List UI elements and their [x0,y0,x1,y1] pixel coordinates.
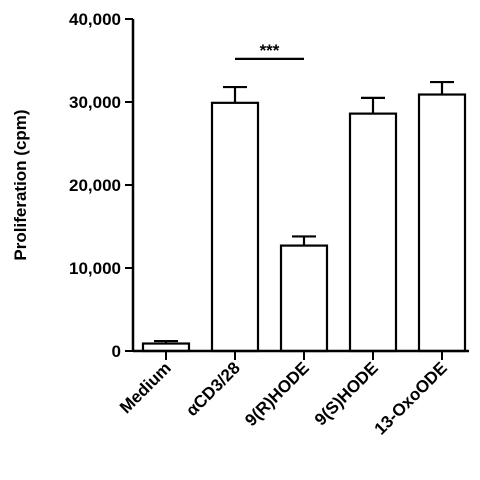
error-bars-group [154,80,454,344]
y-tick-label: 30,000 [69,93,121,112]
bars-group [141,93,467,353]
x-tick-label: αCD3/28 [182,358,244,420]
significance-annotation: *** [235,41,304,60]
y-tick-label: 0 [112,342,121,361]
significance-label: *** [260,41,280,60]
bar [417,93,467,353]
x-tick-label: 9(R)HODE [241,358,313,430]
x-tick-label: 13-OxoODE [371,358,451,438]
y-tick-label: 10,000 [69,259,121,278]
bar [210,101,260,353]
y-tick-label: 20,000 [69,176,121,195]
x-tick-label: 9(S)HODE [311,358,382,429]
y-tick-label: 40,000 [69,10,121,29]
x-tick-label: Medium [116,358,175,417]
bar [348,112,398,353]
y-axis: 0 10,000 20,000 30,000 40,000 [69,10,135,361]
y-axis-label: Proliferation (cpm) [11,109,30,260]
bar [279,244,329,353]
